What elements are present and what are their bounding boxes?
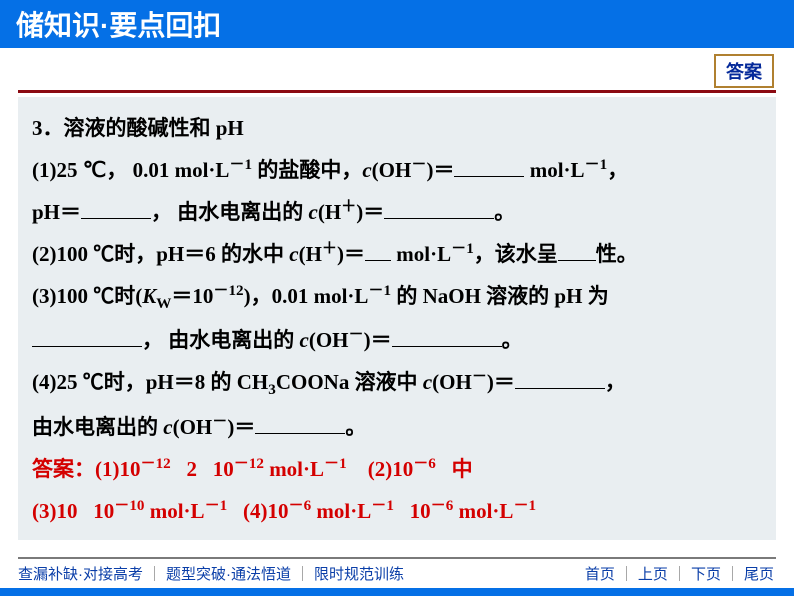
question-4-line2: 由水电离出的 c(OH－)＝。 (32, 406, 762, 448)
question-3-line2: ， 由水电离出的 c(OH－)＝。 (32, 319, 762, 361)
blank (384, 198, 494, 219)
blank (81, 198, 151, 219)
blank (255, 413, 345, 434)
question-title: 3．溶液的酸碱性和 pH (32, 107, 762, 149)
header-title: 储知识·要点回扣 (16, 4, 221, 44)
footer-row: 查漏补缺·对接高考｜题型突破·通法悟道｜限时规范训练 首页｜上页｜下页｜尾页 (0, 563, 794, 588)
footer-link-1[interactable]: 查漏补缺·对接高考 (18, 566, 143, 583)
footer-bar (0, 588, 794, 596)
blank (365, 240, 391, 261)
question-2: (2)100 ℃时，pH＝6 的水中 c(H＋)＝ mol·L－1，该水呈性。 (32, 233, 762, 275)
answer-button-row: 答案 (0, 48, 794, 90)
blank (392, 326, 502, 347)
answer-button[interactable]: 答案 (714, 54, 774, 88)
blank (454, 156, 524, 177)
answer-line2: (3)10 10－10 mol·L－1 (4)10－6 mol·L－1 10－6… (32, 490, 762, 532)
nav-next[interactable]: 下页 (691, 566, 721, 583)
footer-link-2[interactable]: 题型突破·通法悟道 (166, 566, 291, 583)
question-4-line1: (4)25 ℃时，pH＝8 的 CH3COONa 溶液中 c(OH－)＝， (32, 361, 762, 405)
question-1-line2: pH＝， 由水电离出的 c(H＋)＝。 (32, 191, 762, 233)
footer: 查漏补缺·对接高考｜题型突破·通法悟道｜限时规范训练 首页｜上页｜下页｜尾页 (0, 557, 794, 596)
nav-last[interactable]: 尾页 (744, 566, 774, 583)
top-divider (18, 90, 776, 93)
answer-line1: 答案：(1)10－12 2 10－12 mol·L－1 (2)10－6 中 (32, 448, 762, 490)
header-bar: 储知识·要点回扣 (0, 0, 794, 48)
question-3-line1: (3)100 ℃时(KW＝10－12)，0.01 mol·L－1 的 NaOH … (32, 275, 762, 319)
footer-left: 查漏补缺·对接高考｜题型突破·通法悟道｜限时规范训练 (18, 563, 404, 584)
question-1-line1: (1)25 ℃， 0.01 mol·L－1 的盐酸中，c(OH－)＝ mol·L… (32, 149, 762, 191)
footer-divider (18, 557, 776, 559)
blank (558, 240, 596, 261)
nav-prev[interactable]: 上页 (638, 566, 668, 583)
nav-first[interactable]: 首页 (585, 566, 615, 583)
blank (515, 368, 605, 389)
blank (32, 326, 142, 347)
footer-link-3[interactable]: 限时规范训练 (314, 566, 404, 583)
footer-right: 首页｜上页｜下页｜尾页 (583, 563, 776, 584)
content-panel: 3．溶液的酸碱性和 pH (1)25 ℃， 0.01 mol·L－1 的盐酸中，… (18, 97, 776, 540)
